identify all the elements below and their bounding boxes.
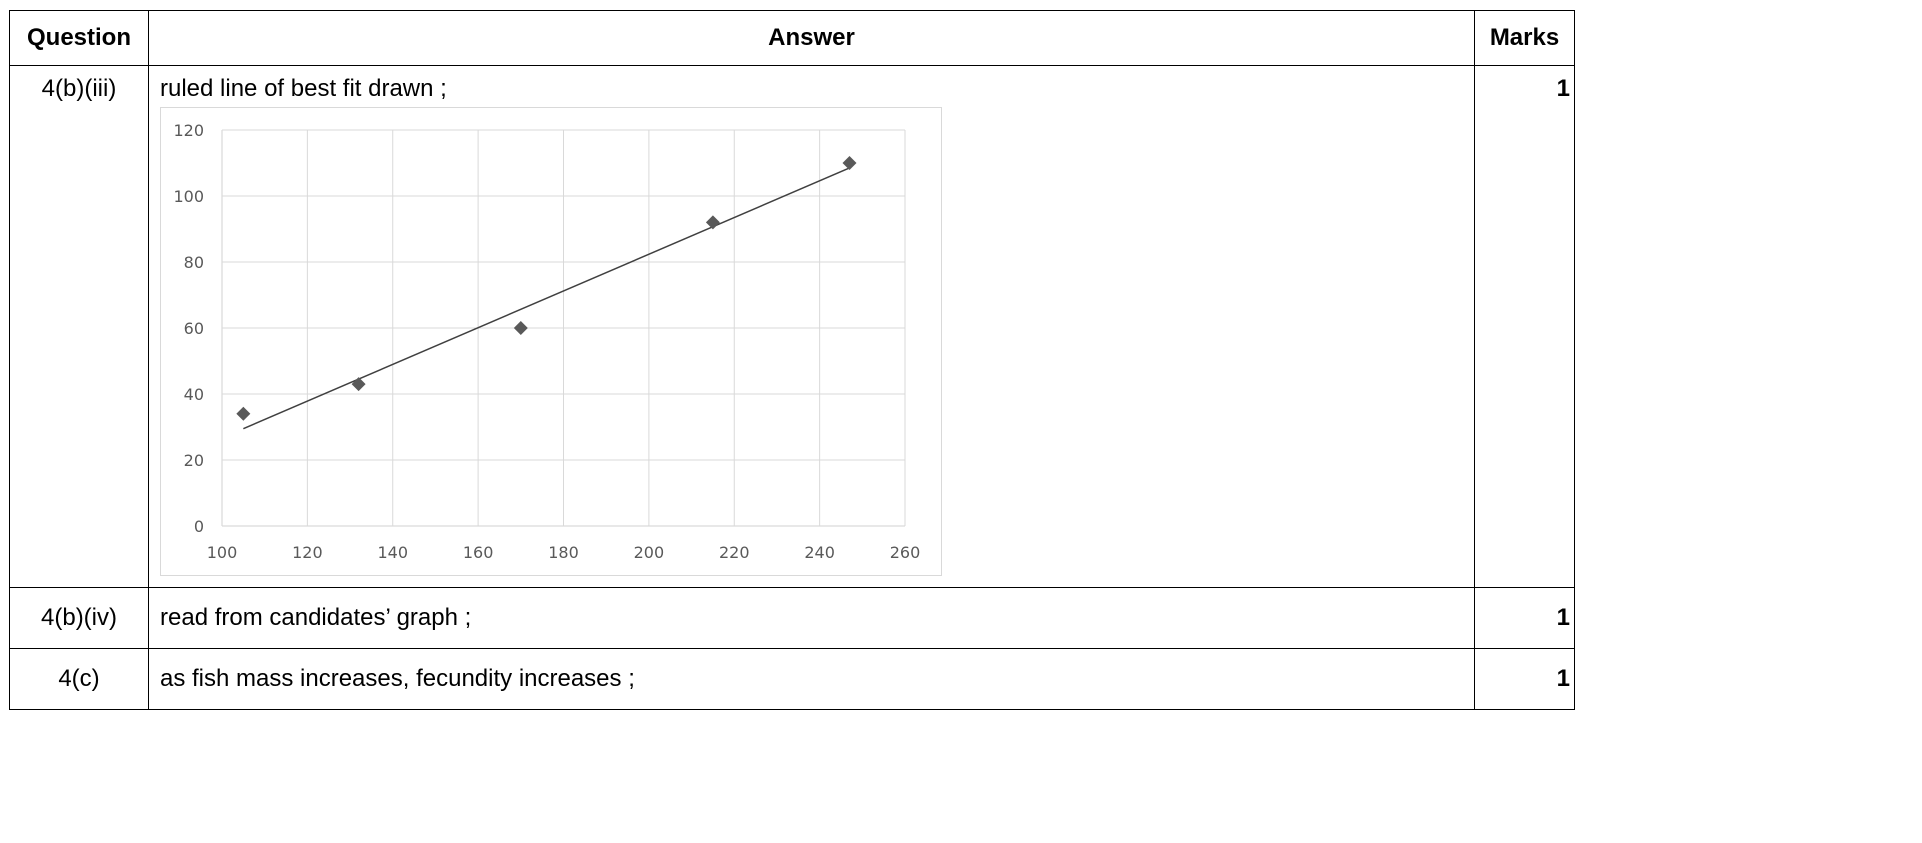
marks-cell: 1	[1474, 65, 1575, 588]
y-tick-label: 0	[194, 517, 204, 536]
table-row: 4(c) as fish mass increases, fecundity i…	[9, 648, 1575, 710]
table-row: 4(b)(iii) ruled line of best fit drawn ;…	[9, 65, 1575, 588]
marks-cell: 1	[1474, 648, 1575, 710]
marks-cell: 1	[1474, 587, 1575, 649]
x-tick-label: 240	[804, 543, 835, 562]
x-tick-label: 180	[548, 543, 579, 562]
question-cell: 4(b)(iii)	[9, 65, 149, 588]
y-tick-label: 80	[184, 253, 204, 272]
mark-scheme-table: Question Answer Marks 4(b)(iii) ruled li…	[9, 10, 1575, 710]
header-question: Question	[9, 10, 149, 66]
x-tick-label: 220	[719, 543, 750, 562]
answer-cell: as fish mass increases, fecundity increa…	[148, 648, 1475, 710]
data-point	[842, 156, 857, 170]
header-marks: Marks	[1474, 10, 1575, 66]
x-tick-label: 260	[890, 543, 921, 562]
question-cell: 4(b)(iv)	[9, 587, 149, 649]
y-tick-label: 20	[184, 451, 204, 470]
y-tick-label: 60	[184, 319, 204, 338]
question-cell: 4(c)	[9, 648, 149, 710]
table-row: 4(b)(iv) read from candidates’ graph ; 1	[9, 587, 1575, 649]
best-fit-line	[243, 167, 850, 430]
scatter-chart: 100 120 140 160 180 200 220 240 260 0 20 40 60 80 100 1…	[160, 107, 942, 576]
y-tick-label: 120	[173, 121, 204, 140]
x-tick-label: 200	[634, 543, 665, 562]
answer-cell: ruled line of best fit drawn ; 100 120 140…	[148, 65, 1475, 588]
x-tick-label: 140	[377, 543, 408, 562]
answer-text: ruled line of best fit drawn ;	[160, 75, 447, 102]
x-tick-label: 120	[292, 543, 323, 562]
header-answer: Answer	[148, 10, 1475, 66]
header-row: Question Answer Marks	[9, 10, 1575, 66]
data-point	[351, 377, 366, 392]
x-tick-label: 100	[207, 543, 238, 562]
data-point	[513, 321, 528, 335]
x-tick-label: 160	[463, 543, 494, 562]
y-tick-label: 40	[184, 385, 204, 404]
chart-svg: 100 120 140 160 180 200 220 240 260 0 20 40 60 80 100 1…	[173, 121, 921, 562]
data-point	[705, 215, 720, 230]
y-tick-label: 100	[173, 187, 204, 206]
data-point	[236, 406, 251, 421]
answer-cell: read from candidates’ graph ;	[148, 587, 1475, 649]
